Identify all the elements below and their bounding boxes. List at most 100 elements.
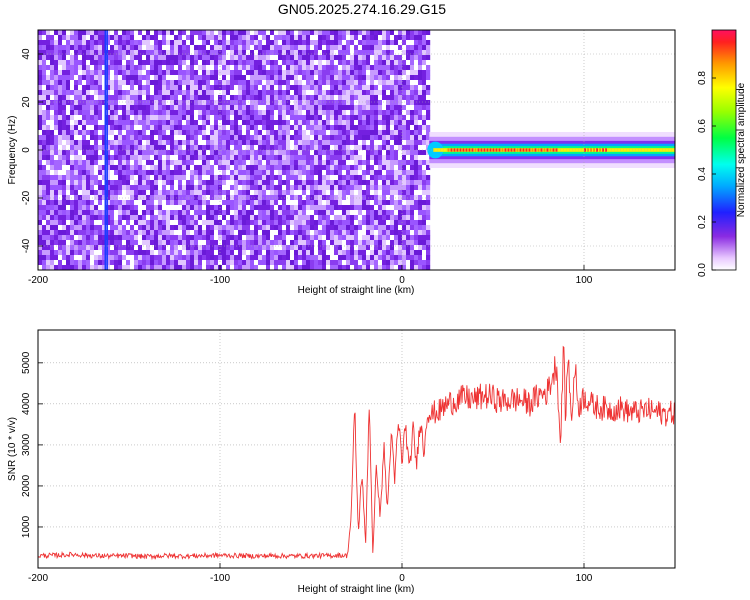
heat-cell (74, 200, 79, 206)
heat-cell (214, 60, 219, 66)
heat-cell (226, 220, 231, 226)
heat-cell (234, 85, 239, 91)
heat-cell (86, 140, 91, 146)
heat-cell (318, 240, 323, 246)
heat-cell (182, 110, 187, 116)
heat-cell (62, 205, 67, 211)
heat-cell (110, 115, 115, 121)
heat-cell (286, 50, 291, 56)
heat-cell (170, 120, 175, 126)
heat-cell (178, 235, 183, 241)
heat-cell (114, 180, 119, 186)
heat-cell (362, 165, 367, 171)
heat-cell (382, 105, 387, 111)
heat-cell (234, 100, 239, 106)
heat-cell (266, 240, 271, 246)
heat-cell (254, 200, 259, 206)
heat-cell (222, 40, 227, 46)
heat-cell (394, 235, 399, 241)
heat-cell (202, 245, 207, 251)
heat-cell (414, 115, 419, 121)
heat-cell (318, 235, 323, 241)
heat-cell (170, 50, 175, 56)
heat-cell (166, 225, 171, 231)
heat-cell (302, 60, 307, 66)
heat-cell (294, 200, 299, 206)
heat-cell (226, 260, 231, 266)
heat-cell (322, 265, 327, 270)
heat-cell (290, 100, 295, 106)
heat-cell (186, 210, 191, 216)
heat-cell (362, 255, 367, 261)
heat-cell (114, 175, 119, 181)
heat-cell (302, 185, 307, 191)
heat-cell (262, 135, 267, 141)
heat-cell (274, 255, 279, 261)
heat-cell (90, 235, 95, 241)
heat-cell (38, 35, 43, 41)
heat-cell (410, 30, 415, 36)
heat-cell (58, 85, 63, 91)
heat-cell (266, 210, 271, 216)
heat-cell (206, 30, 211, 36)
heat-cell (142, 235, 147, 241)
heat-cell (154, 70, 159, 76)
heat-cell (186, 55, 191, 61)
heat-cell (70, 160, 75, 166)
heat-cell (74, 90, 79, 96)
heat-cell (342, 215, 347, 221)
heat-cell (110, 110, 115, 116)
heat-cell (350, 110, 355, 116)
heat-cell (126, 170, 131, 176)
heat-cell (166, 200, 171, 206)
heat-cell (298, 155, 303, 161)
heat-cell (258, 170, 263, 176)
heat-cell (250, 100, 255, 106)
heat-cell (234, 175, 239, 181)
heat-cell (86, 170, 91, 176)
heat-cell (270, 105, 275, 111)
heat-cell (98, 215, 103, 221)
heat-cell (54, 255, 59, 261)
heat-cell (270, 145, 275, 151)
heat-cell (338, 235, 343, 241)
heat-cell (294, 230, 299, 236)
heat-cell (178, 180, 183, 186)
heat-cell (362, 65, 367, 71)
heat-cell (70, 50, 75, 56)
heat-cell (314, 50, 319, 56)
heat-cell (190, 95, 195, 101)
heat-cell (42, 190, 47, 196)
heat-cell (422, 260, 427, 266)
heat-cell (190, 70, 195, 76)
heat-cell (254, 180, 259, 186)
heat-cell (366, 80, 371, 86)
heat-cell (310, 50, 315, 56)
heat-cell (394, 120, 399, 126)
heat-cell (330, 195, 335, 201)
heat-cell (94, 170, 99, 176)
heat-cell (42, 35, 47, 41)
heat-cell (78, 80, 83, 86)
heat-cell (218, 245, 223, 251)
heat-cell (150, 160, 155, 166)
heat-cell (126, 215, 131, 221)
heat-cell (402, 50, 407, 56)
heat-cell (282, 245, 287, 251)
heat-cell (142, 205, 147, 211)
heat-cell (46, 150, 51, 156)
heat-cell (302, 100, 307, 106)
heat-cell (182, 135, 187, 141)
heat-cell (210, 165, 215, 171)
heat-cell (350, 55, 355, 61)
heat-cell (314, 145, 319, 151)
heat-cell (342, 70, 347, 76)
heat-cell (282, 265, 287, 270)
heat-cell (154, 80, 159, 86)
heat-cell (190, 195, 195, 201)
heat-cell (66, 50, 71, 56)
heat-cell (398, 165, 403, 171)
heat-cell (182, 170, 187, 176)
heat-cell (190, 125, 195, 131)
heat-cell (198, 180, 203, 186)
